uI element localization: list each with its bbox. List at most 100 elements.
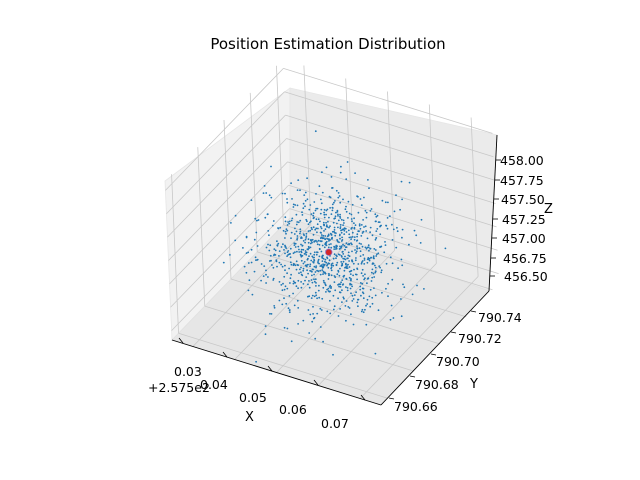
scatter-point (332, 294, 335, 297)
scatter-point (313, 201, 316, 203)
scatter-point (385, 224, 388, 227)
scatter-point (319, 326, 322, 328)
scatter-point (338, 274, 341, 277)
scatter-point (365, 247, 368, 250)
scatter-point (312, 217, 315, 220)
scatter-points (222, 130, 447, 363)
z-axis-label: Z (544, 202, 553, 217)
x-axis-line (171, 339, 382, 406)
scatter-point (338, 285, 340, 288)
scatter-point (364, 277, 366, 280)
scatter-point (293, 263, 295, 266)
scatter-point (311, 320, 314, 323)
scatter-point (339, 227, 342, 230)
scatter-point (309, 229, 312, 232)
scatter-point (393, 210, 396, 213)
scatter-point (309, 242, 312, 245)
scatter-point (366, 237, 369, 240)
scatter-point (363, 278, 365, 281)
scatter-point (268, 234, 270, 237)
scatter-point (345, 205, 347, 208)
z-tick-label: 458.00 (500, 153, 544, 168)
scatter-point (284, 237, 286, 239)
scatter-point (352, 323, 355, 326)
x-tick-label: 0.06 (279, 402, 307, 417)
scatter-point (328, 240, 330, 242)
scatter-point (298, 248, 300, 251)
scatter-point (296, 221, 299, 223)
scatter-point (340, 165, 342, 168)
scatter-point (331, 262, 334, 265)
scatter-point (321, 191, 324, 194)
scatter-point (342, 275, 345, 278)
y-ticks: 790.66 790.68 790.70 790.72 790.74 Y (388, 310, 522, 414)
grid-line (283, 224, 493, 291)
scatter-point (288, 222, 291, 225)
scatter-point (293, 233, 296, 235)
z-axis-line (488, 134, 498, 292)
scatter-point (337, 192, 340, 194)
scatter-point (330, 234, 333, 236)
scatter-point (370, 256, 372, 259)
grid-line (289, 208, 499, 275)
scatter-point (357, 263, 360, 265)
scatter-point (304, 199, 307, 202)
scatter-point (334, 276, 337, 279)
scatter-point (356, 247, 359, 250)
scatter-point (320, 227, 323, 230)
scatter-point (247, 251, 250, 254)
scatter-point (339, 245, 341, 248)
z-tick-label: 456.50 (504, 269, 548, 284)
scatter-point (355, 250, 358, 253)
scatter-point (378, 265, 381, 267)
scatter-point (339, 171, 342, 174)
scatter-point (315, 218, 318, 221)
scatter-point (267, 230, 270, 232)
scatter-point (337, 219, 340, 222)
scatter-point (306, 220, 308, 223)
scatter-point (289, 256, 292, 259)
scatter-point (374, 249, 377, 251)
grid-line (167, 114, 286, 238)
scatter-point (305, 251, 308, 254)
scatter-point (299, 230, 302, 233)
scatter-point (329, 232, 332, 235)
scatter-point (305, 218, 308, 221)
scatter-point (368, 249, 370, 252)
scatter-point (302, 248, 305, 251)
scatter-point (266, 213, 269, 216)
scatter-point (342, 260, 345, 263)
scatter-point (302, 267, 305, 270)
scatter-point (337, 215, 339, 217)
scatter-point (318, 296, 321, 299)
scatter-point (301, 245, 304, 247)
scatter-point (234, 214, 237, 217)
scatter-point (282, 243, 284, 246)
scatter-point (328, 274, 330, 276)
scatter-point (327, 262, 330, 265)
scatter-point (362, 254, 365, 256)
scatter-point (391, 223, 393, 226)
scatter-point (350, 313, 352, 316)
scatter-point (371, 276, 374, 279)
scatter-point (313, 316, 316, 319)
scatter-point (307, 272, 309, 275)
scatter-point (363, 259, 366, 261)
scatter-point (328, 226, 330, 229)
scatter-point (285, 228, 288, 231)
scatter-point (370, 208, 373, 210)
scatter-point (311, 274, 313, 277)
scatter-point (397, 267, 399, 270)
scatter-point (335, 232, 337, 235)
scatter-point (290, 231, 293, 234)
scatter-point (307, 263, 309, 266)
axes-3d (164, 65, 499, 406)
scatter-point (369, 210, 372, 212)
grid-line (284, 91, 494, 158)
scatter-point (313, 258, 315, 261)
scatter-point (312, 233, 315, 236)
scatter-point (361, 282, 364, 285)
x-tick-mark (313, 379, 319, 386)
scatter-point (387, 201, 389, 204)
scatter-point (250, 199, 253, 202)
